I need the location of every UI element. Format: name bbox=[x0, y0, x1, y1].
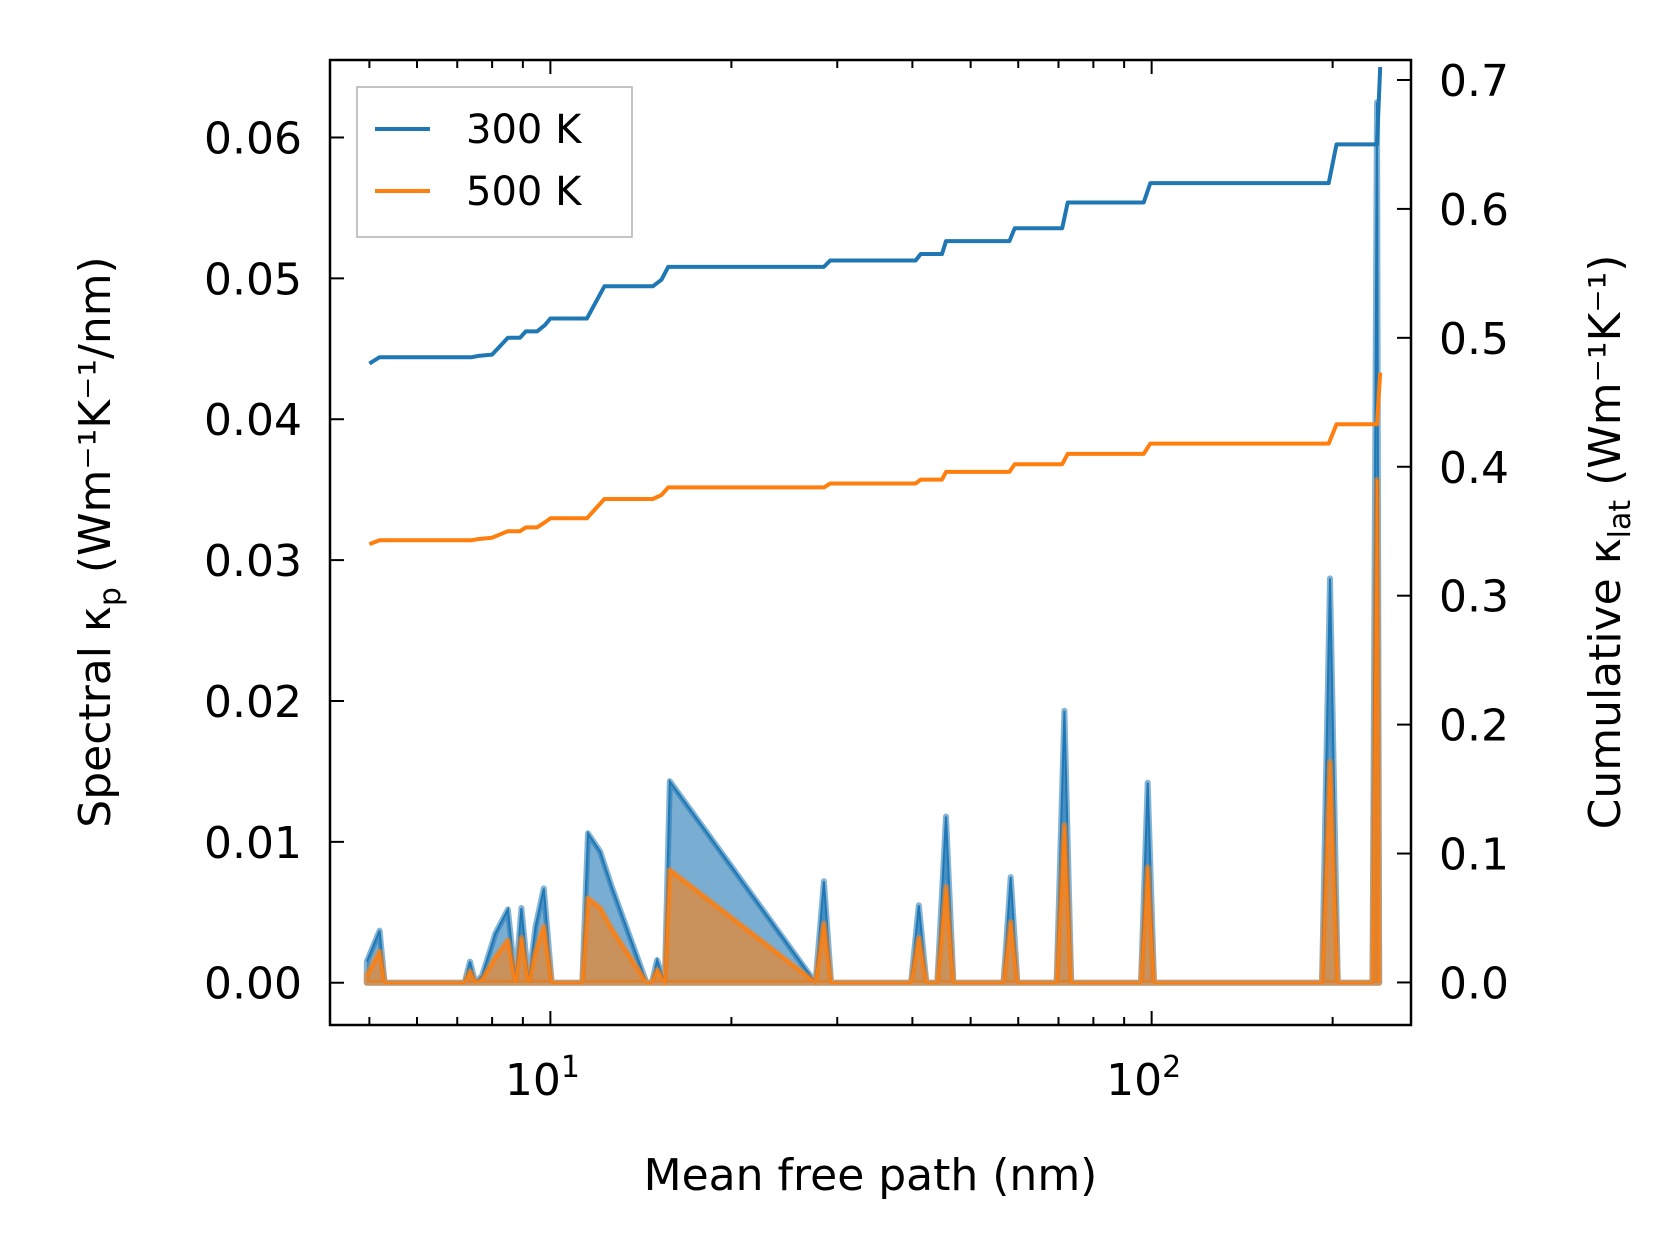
x-tick-label-base: 10 bbox=[505, 1055, 561, 1106]
x-axis-title: Mean free path (nm) bbox=[644, 1150, 1098, 1201]
y-axis-right-title-unit: (Wm⁻¹K⁻¹) bbox=[1580, 255, 1631, 500]
y-right-tick-label: 0.4 bbox=[1439, 443, 1509, 494]
y-axis-right-title-main: Cumulative κ bbox=[1580, 538, 1631, 829]
y-axis-left-title-main: Spectral κ bbox=[70, 606, 121, 828]
y-axis-left-title: Spectral κp (Wm⁻¹K⁻¹/nm) bbox=[70, 256, 128, 827]
y-axis-left-title-unit: (Wm⁻¹K⁻¹/nm) bbox=[70, 256, 121, 587]
cumulative-line-500k bbox=[368, 372, 1383, 546]
y-left-tick-label: 0.02 bbox=[204, 677, 302, 728]
y-right-tick-label: 0.0 bbox=[1439, 958, 1509, 1009]
y-left-tick-label: 0.00 bbox=[204, 959, 302, 1010]
legend-label-500k: 500 K bbox=[466, 169, 583, 215]
cumulative-line-300k bbox=[368, 67, 1383, 366]
axis-tick-labels: 101 1020.000.010.020.030.040.050.060.00.1… bbox=[204, 56, 1509, 1106]
cumulative-series-layer bbox=[368, 67, 1383, 546]
legend: 300 K 500 K bbox=[356, 86, 633, 238]
plot-frame bbox=[328, 58, 1413, 1027]
y-axis-right-title: Cumulative κlat (Wm⁻¹K⁻¹) bbox=[1580, 255, 1638, 830]
spectral-series-layer bbox=[363, 99, 1383, 987]
y-right-tick-label: 0.2 bbox=[1439, 701, 1509, 752]
y-right-tick-label: 0.1 bbox=[1439, 830, 1509, 881]
y-left-tick-label: 0.05 bbox=[204, 254, 302, 305]
spectral-line-500k bbox=[365, 479, 1381, 987]
y-left-tick-label: 0.01 bbox=[204, 818, 302, 869]
x-tick-label: 102 bbox=[1106, 1050, 1181, 1106]
legend-label-300k: 300 K bbox=[466, 107, 583, 153]
y-left-tick-label: 0.06 bbox=[204, 113, 302, 164]
x-tick-label-base: 10 bbox=[1106, 1055, 1162, 1106]
x-tick-label-exponent: 1 bbox=[561, 1050, 580, 1085]
y-right-tick-label: 0.7 bbox=[1439, 56, 1509, 107]
y-right-tick-label: 0.3 bbox=[1439, 572, 1509, 623]
x-tick-label-exponent: 2 bbox=[1162, 1050, 1181, 1085]
y-left-tick-label: 0.03 bbox=[204, 536, 302, 587]
y-right-tick-label: 0.5 bbox=[1439, 314, 1509, 365]
x-tick-label: 101 bbox=[505, 1050, 580, 1106]
legend-box bbox=[356, 86, 633, 238]
y-axis-left-title-subscript: p bbox=[93, 587, 128, 606]
y-right-tick-label: 0.6 bbox=[1439, 185, 1509, 236]
y-left-tick-label: 0.04 bbox=[204, 395, 302, 446]
axis-ticks bbox=[330, 60, 1411, 1025]
y-axis-right-title-subscript: lat bbox=[1603, 500, 1638, 539]
